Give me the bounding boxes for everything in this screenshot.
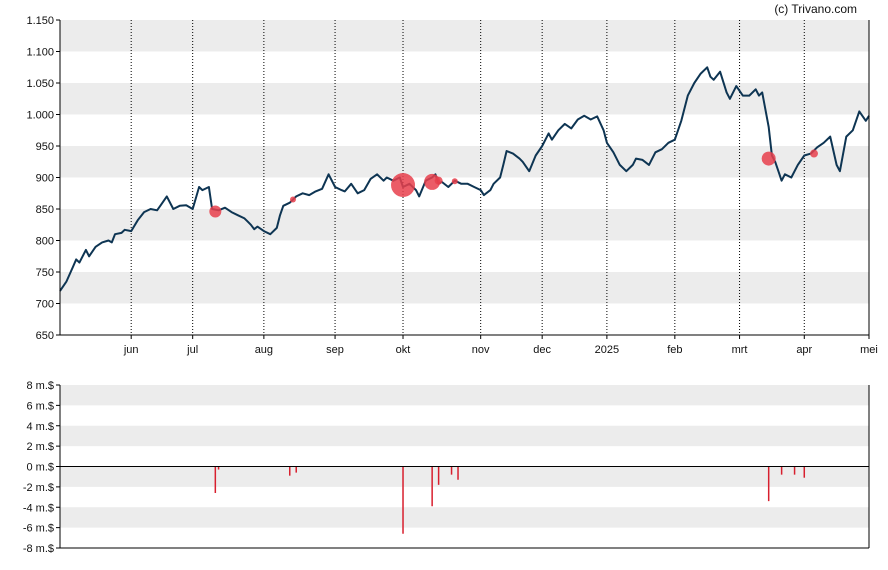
month-label: sep (326, 344, 344, 356)
flow-y-tick-label: -2 m.$ (23, 482, 54, 494)
flow-bar (767, 466, 770, 502)
flow-bar (780, 466, 783, 475)
transaction-marker (761, 151, 776, 166)
flow-bar (803, 466, 806, 478)
price-y-tick-label: 1.050 (26, 78, 54, 90)
transaction-marker (391, 173, 416, 198)
flow-bar (457, 466, 459, 480)
flow-panel-axis: 8 m.$ 6 m.$ 4 m.$ 2 m.$ 0 m.$ -2 m.$ -4 m.$ -6 … (23, 380, 870, 555)
price-band (60, 272, 869, 304)
flow-y-tick-label: 8 m.$ (26, 380, 54, 392)
price-marker-layer (209, 149, 818, 218)
flow-bar (450, 466, 453, 475)
price-panel-bands (60, 20, 869, 304)
flow-bar (793, 466, 796, 475)
flow-bar (295, 466, 297, 473)
price-y-tick-label: 950 (36, 141, 54, 153)
transaction-marker (809, 149, 818, 158)
transaction-marker (209, 205, 222, 218)
flow-y-tick-label: 6 m.$ (26, 400, 54, 412)
flow-band (60, 385, 869, 406)
month-label: 2025 (595, 344, 619, 356)
price-y-tick-label: 1.150 (26, 15, 54, 27)
flow-bar (431, 466, 433, 507)
transaction-marker (451, 178, 458, 185)
flow-y-tick-label: 0 m.$ (26, 462, 54, 474)
flow-y-tick-label: 4 m.$ (26, 421, 54, 433)
flow-bar (214, 466, 217, 493)
flow-panel-bands (60, 385, 869, 528)
price-band (60, 83, 869, 115)
flow-bar (217, 466, 220, 470)
month-label: mei (860, 344, 878, 356)
price-y-tick-label: 1.100 (26, 47, 54, 59)
price-series-line (59, 66, 870, 292)
flow-bar (289, 466, 291, 476)
month-label: okt (396, 344, 411, 356)
price-y-tick-label: 700 (36, 299, 54, 311)
flow-bar-layer (214, 466, 806, 534)
credit-text: (c) Trivano.com (774, 2, 857, 16)
month-label: feb (667, 344, 682, 356)
price-y-tick-label: 650 (36, 330, 54, 342)
price-y-tick-label: 1.000 (26, 110, 54, 122)
flow-band (60, 425, 869, 447)
price-y-tick-label: 750 (36, 267, 54, 279)
flow-bar (437, 466, 440, 485)
flow-y-tick-label: -8 m.$ (23, 543, 54, 555)
flow-y-tick-label: -6 m.$ (23, 523, 54, 535)
transaction-marker (289, 196, 296, 203)
month-label: mrt (732, 344, 748, 356)
price-band (60, 146, 869, 178)
price-band (60, 209, 869, 241)
price-y-tick-label: 800 (36, 236, 54, 248)
flow-bar (402, 466, 404, 534)
month-label: nov (472, 344, 490, 356)
price-y-tick-label: 850 (36, 204, 54, 216)
flow-y-tick-label: -4 m.$ (23, 502, 54, 514)
price-band (60, 20, 869, 52)
transaction-marker (434, 176, 443, 185)
month-label: dec (533, 344, 551, 356)
month-label: apr (796, 344, 812, 356)
month-label: jul (186, 344, 198, 356)
flow-band (60, 466, 869, 487)
flow-band (60, 507, 869, 528)
month-label: aug (255, 344, 273, 356)
price-line-layer (59, 66, 870, 292)
month-label: jun (123, 344, 139, 356)
flow-y-tick-label: 2 m.$ (26, 441, 54, 453)
price-y-tick-label: 900 (36, 173, 54, 185)
price-panel-axis: 650 700 750 800 850 900 950 1.000 1.050 1.100 1.15… (26, 15, 877, 356)
